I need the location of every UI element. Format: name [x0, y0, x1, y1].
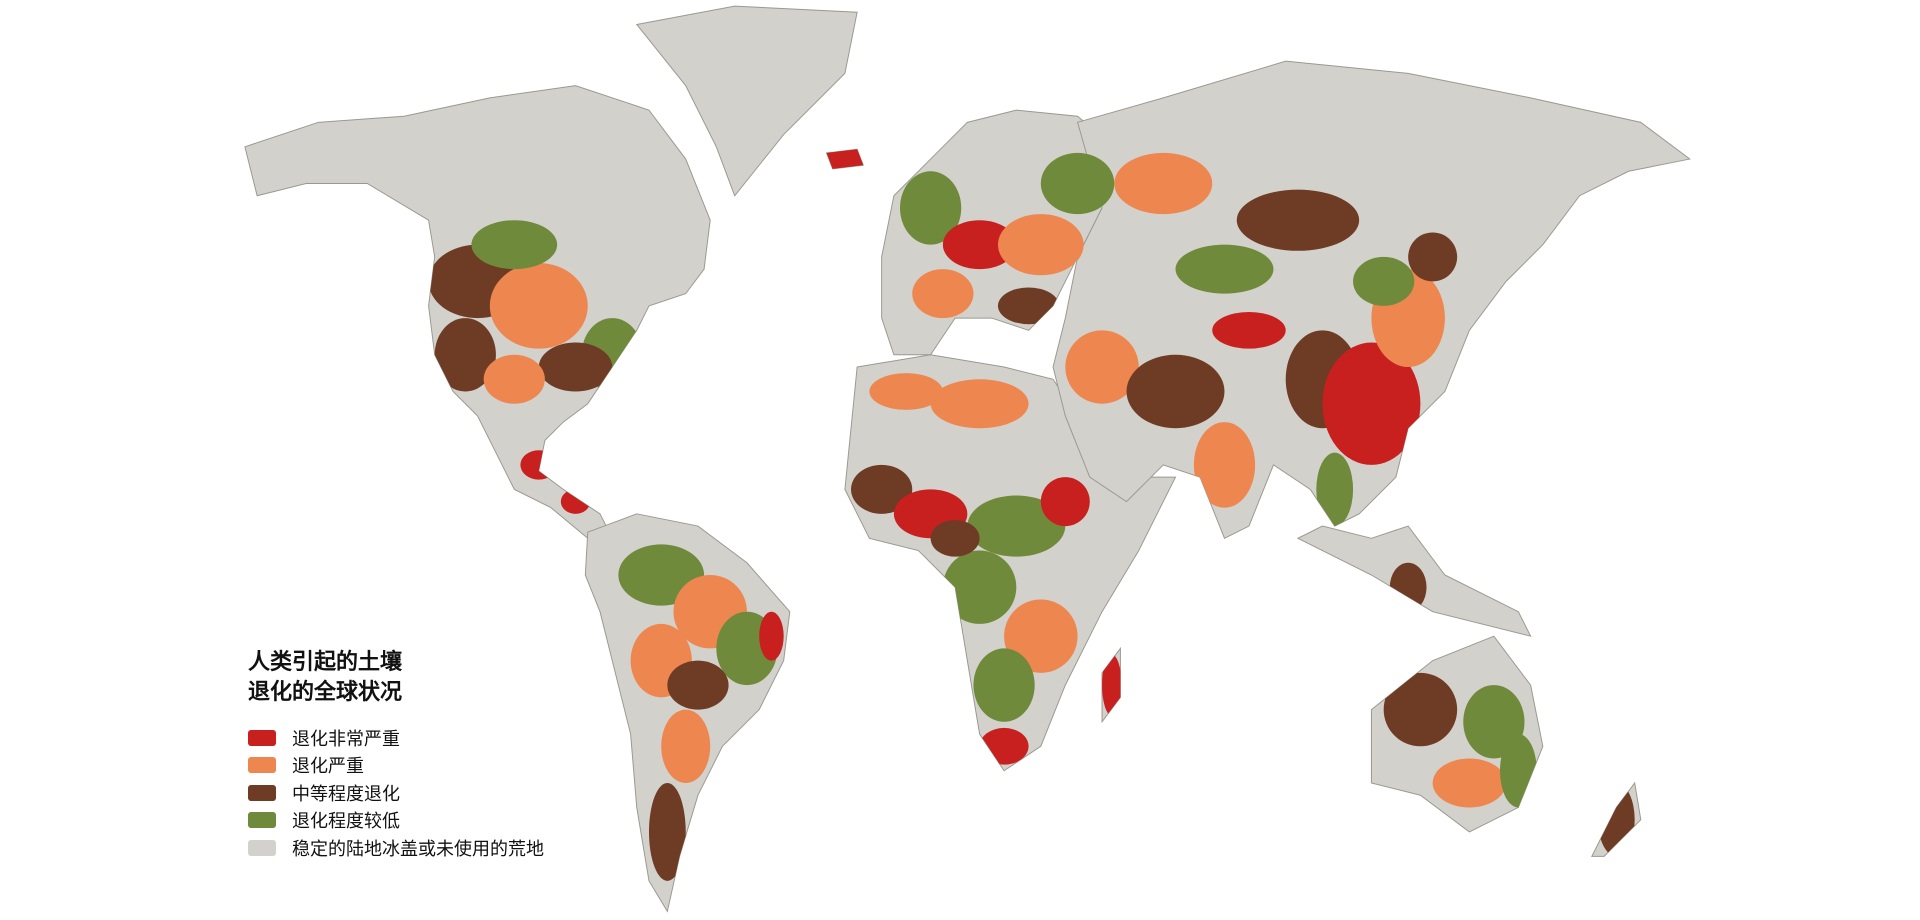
degradation-region: [1432, 758, 1507, 808]
degradation-region: [1316, 452, 1354, 527]
legend-title-line2: 退化的全球状况: [248, 680, 403, 705]
legend-title-line1: 人类引起的土壤: [248, 650, 403, 675]
degradation-region: [1040, 152, 1115, 215]
degradation-region: [1597, 782, 1635, 857]
legend-item-very-severe: 退化非常严重: [248, 724, 544, 752]
degradation-region: [1383, 672, 1458, 747]
degradation-region: [1175, 244, 1274, 294]
legend: 人类引起的土壤 退化的全球状况 退化非常严重 退化严重 中等程度退化 退化程度较…: [248, 648, 544, 862]
legend-label: 退化严重: [292, 756, 364, 778]
legend-item-severe: 退化严重: [248, 752, 544, 780]
degradation-regions: [428, 146, 1635, 881]
degradation-region: [489, 263, 588, 349]
legend-item-light: 退化程度较低: [248, 807, 544, 835]
legend-label: 中等程度退化: [292, 783, 400, 805]
degradation-region: [759, 611, 784, 661]
degradation-region: [661, 709, 711, 783]
degradation-region: [1500, 734, 1537, 808]
legend-item-stable: 稳定的陆地冰盖或未使用的荒地: [248, 834, 544, 862]
legend-item-moderate: 中等程度退化: [248, 779, 544, 807]
degradation-region: [1114, 152, 1213, 215]
legend-swatch: [248, 757, 276, 774]
degradation-region: [869, 373, 943, 410]
degradation-region: [538, 342, 613, 392]
legend-label: 稳定的陆地冰盖或未使用的荒地: [292, 838, 544, 860]
degradation-region: [1040, 477, 1090, 527]
degradation-region: [648, 782, 686, 881]
degradation-region: [1236, 189, 1360, 251]
degradation-region: [1212, 311, 1286, 349]
legend-swatch: [248, 784, 276, 801]
degradation-region: [520, 450, 558, 480]
degradation-region: [1004, 599, 1078, 673]
degradation-region: [979, 727, 1029, 765]
degradation-region: [900, 171, 962, 245]
degradation-region: [912, 269, 974, 319]
degradation-region: [560, 489, 591, 514]
degradation-region: [1353, 256, 1415, 306]
degradation-region: [1126, 354, 1225, 429]
degradation-region: [997, 287, 1060, 325]
degradation-region: [471, 220, 558, 270]
degradation-region: [851, 464, 913, 514]
degradation-region: [434, 318, 496, 392]
legend-swatch: [248, 812, 276, 829]
degradation-region: [483, 354, 545, 404]
legend-swatch: [248, 729, 276, 746]
degradation-region: [1193, 422, 1256, 508]
degradation-region: [930, 379, 1029, 429]
degradation-region: [1065, 330, 1139, 404]
degradation-region: [1389, 562, 1427, 612]
legend-label: 退化非常严重: [292, 728, 400, 750]
degradation-region: [942, 550, 1017, 624]
degradation-region: [667, 660, 729, 710]
degradation-region: [1102, 654, 1122, 716]
legend-swatch: [248, 839, 276, 856]
degradation-region: [1334, 587, 1384, 637]
legend-label: 退化程度较低: [292, 811, 400, 833]
degradation-region: [820, 146, 870, 172]
degradation-region: [1322, 342, 1421, 465]
degradation-region: [1408, 232, 1458, 282]
degradation-region: [930, 519, 980, 557]
degradation-region: [973, 648, 1035, 722]
degradation-region: [967, 495, 1066, 557]
degradation-region: [942, 220, 1017, 270]
degradation-region: [997, 214, 1084, 276]
